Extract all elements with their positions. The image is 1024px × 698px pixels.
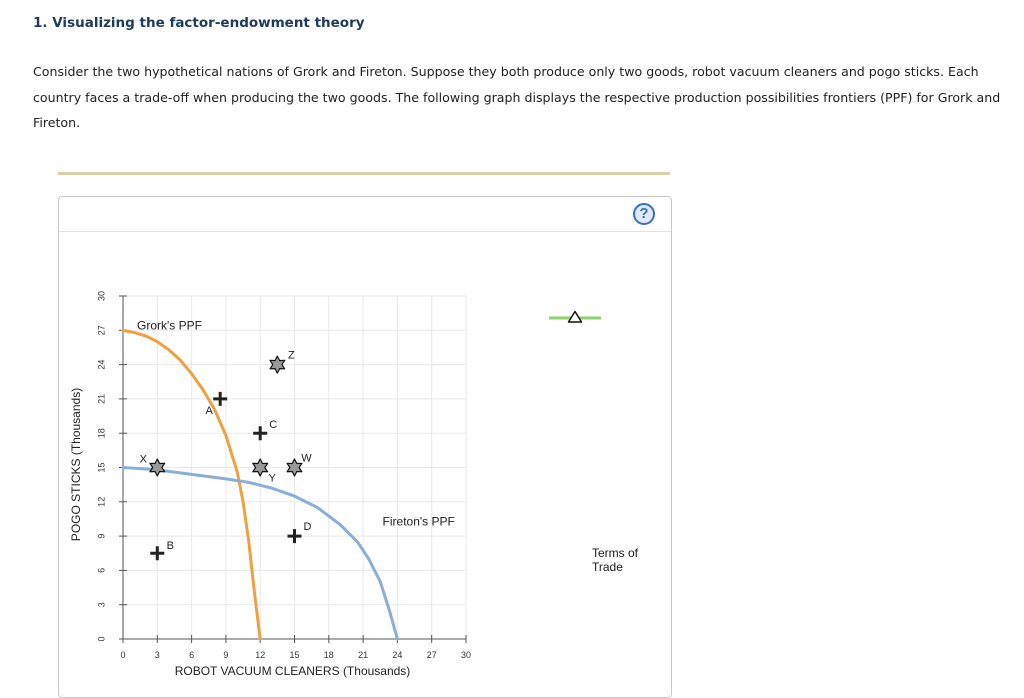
y-axis-title: POGO STICKS (Thousands) [69,388,83,541]
point-label-W: W [301,452,312,464]
graph-panel: ? 0 3 6 9 12 15 18 21 24 27 30 0 3 6 9 12 15 18 21 24 27 30 RO… [58,196,672,698]
x-tick-label: 12 [255,650,265,660]
y-tick-label: 0 [96,636,106,641]
series-line-0 [121,328,262,641]
y-tick-label: 6 [96,568,106,573]
y-tick-label: 12 [96,497,106,507]
point-marker-D [287,529,302,544]
point-label-C: C [269,419,277,431]
point-marker-Y [252,458,269,477]
x-tick-label: 21 [358,650,368,660]
x-tick-label: 24 [392,650,402,660]
x-tick-label: 0 [120,650,125,660]
x-tick-label: 6 [189,650,194,660]
series-label-fireton: Fireton's PPF [383,515,455,529]
panel-header: ? [59,197,671,232]
point-label-B: B [167,540,174,552]
point-marker-X [149,458,166,477]
x-tick-label: 15 [289,650,299,660]
question-title: 1. Visualizing the factor-endowment theo… [33,15,365,31]
point-marker-W [286,458,303,477]
y-tick-label: 3 [96,602,106,607]
divider [58,172,670,175]
y-tick-label: 27 [96,325,106,335]
point-label-Z: Z [288,350,295,362]
legend [549,310,601,323]
point-marker-A [213,391,228,406]
y-tick-label: 18 [96,428,106,438]
y-tick-label: 15 [96,462,106,472]
series-line-1 [121,466,399,641]
series-label-grork: Grork's PPF [137,318,202,332]
point-marker-Z [269,355,286,374]
point-label-Y: Y [269,472,277,484]
x-tick-label: 27 [427,650,437,660]
x-axis-title: ROBOT VACUUM CLEANERS (Thousands) [175,664,411,678]
series-layer: Grork's PPF Fireton's PPF [121,318,455,641]
x-tick-label: 3 [155,650,160,660]
axes: 0 3 6 9 12 15 18 21 24 27 30 0 3 6 9 12 15 18 21 24 27 30 ROBO… [69,291,471,678]
x-tick-label: 30 [461,650,471,660]
y-tick-label: 24 [96,360,106,370]
point-label-X: X [140,453,148,465]
help-icon[interactable]: ? [633,203,655,225]
y-tick-label: 30 [96,291,106,301]
ppf-chart: 0 3 6 9 12 15 18 21 24 27 30 0 3 6 9 12 15 18 21 24 27 30 ROBO… [69,291,601,678]
question-text: Consider the two hypothetical nations of… [33,64,1001,130]
point-marker-C [253,426,268,441]
point-label-D: D [304,521,312,533]
point-label-A: A [206,405,214,417]
x-tick-label: 18 [324,650,334,660]
terms-of-trade-label[interactable]: Terms of Trade [592,546,639,574]
terms-of-trade-triangle-icon [567,310,583,323]
x-tick-label: 9 [223,650,228,660]
y-tick-label: 21 [96,394,106,404]
point-marker-B [150,546,165,561]
point-markers: A B C D X Y W Z [140,350,312,561]
y-tick-label: 9 [96,534,106,539]
